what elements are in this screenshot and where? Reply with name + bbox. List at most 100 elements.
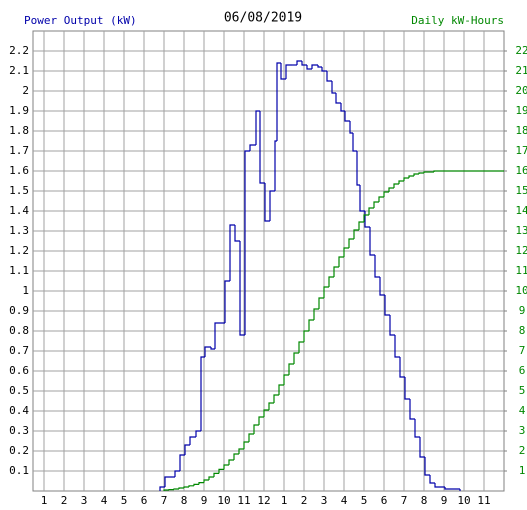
step-segment	[258, 416, 264, 425]
x-tick-label: 12	[257, 494, 270, 507]
step-segment	[344, 111, 350, 122]
step-segment	[358, 221, 364, 230]
y2-tick-label: 4	[519, 404, 526, 417]
y2-tick-label: 6	[519, 364, 526, 377]
step-segment	[280, 63, 286, 80]
y-tick-label: 2.2	[9, 44, 29, 57]
y-tick-label: 0.5	[9, 384, 29, 397]
step-segment	[313, 308, 319, 320]
y2-tick-label: 11	[515, 264, 527, 277]
step-segment	[173, 488, 179, 490]
y2-tick-label: 10	[515, 284, 527, 297]
step-segment	[200, 356, 205, 431]
step-segment	[328, 276, 334, 287]
y2-tick-label: 21	[515, 64, 527, 77]
y2-tick-label: 5	[519, 384, 526, 397]
x-tick-label: 3	[321, 494, 328, 507]
step-segment	[348, 238, 354, 248]
y2-tick-label: 16	[515, 164, 527, 177]
step-segment	[399, 357, 405, 378]
step-segment	[404, 377, 410, 400]
step-segment	[204, 346, 211, 357]
step-segment	[198, 482, 204, 485]
x-tick-label: 3	[81, 494, 88, 507]
step-segment	[276, 62, 281, 141]
y-tick-label: 2	[22, 84, 29, 97]
step-segment	[285, 64, 292, 79]
x-tick-label: 8	[421, 494, 428, 507]
x-tick-label: 9	[441, 494, 448, 507]
y-tick-label: 1.1	[9, 264, 29, 277]
step-segment	[379, 277, 385, 296]
y-tick-label: 0.7	[9, 344, 29, 357]
step-segment	[243, 441, 249, 449]
step-segment	[352, 133, 357, 152]
step-segment	[340, 103, 345, 112]
y2-tick-label: 9	[519, 304, 526, 317]
step-segment	[419, 437, 425, 458]
step-segment	[293, 352, 299, 364]
y2-tick-label: 3	[519, 424, 526, 437]
y2-tick-label: 17	[515, 144, 527, 157]
x-tick-label: 2	[301, 494, 308, 507]
step-segment	[418, 172, 424, 174]
step-segment	[363, 214, 369, 222]
step-segment	[369, 227, 375, 256]
x-tick-label: 6	[141, 494, 148, 507]
step-segment	[335, 93, 341, 104]
x-tick-label: 7	[401, 494, 408, 507]
step-segment	[373, 201, 379, 208]
step-segment	[178, 487, 184, 489]
step-segment	[288, 363, 294, 375]
y-tick-label: 1.4	[9, 204, 29, 217]
step-segment	[229, 224, 235, 281]
step-segment	[403, 177, 409, 181]
step-segment	[228, 459, 234, 465]
step-segment	[249, 144, 256, 151]
y-tick-label: 1	[22, 284, 29, 297]
x-tick-label: 11	[477, 494, 490, 507]
x-tick-label: 10	[217, 494, 230, 507]
step-segment	[208, 476, 214, 480]
x-tick-label: 9	[201, 494, 208, 507]
step-segment	[264, 183, 270, 222]
step-segment	[308, 319, 314, 331]
y-tick-label: 1.3	[9, 224, 29, 237]
step-segment	[263, 409, 269, 417]
step-segment	[423, 171, 434, 173]
step-segment	[253, 424, 259, 434]
x-tick-label: 1	[41, 494, 48, 507]
y2-tick-label: 13	[515, 224, 527, 237]
plot-area	[32, 30, 505, 492]
y-tick-label: 0.1	[9, 464, 29, 477]
step-segment	[269, 190, 275, 221]
step-segment	[301, 61, 307, 66]
y2-tick-label: 7	[519, 344, 526, 357]
step-segment	[283, 374, 289, 385]
step-segment	[248, 433, 254, 442]
step-segment	[429, 475, 435, 484]
step-segment	[188, 485, 194, 487]
y-tick-label: 1.9	[9, 104, 29, 117]
y2-tick-label: 2	[519, 444, 526, 457]
x-tick-label: 2	[61, 494, 68, 507]
x-tick-label: 10	[457, 494, 470, 507]
step-segment	[179, 454, 185, 471]
x-tick-label: 1	[281, 494, 288, 507]
step-segment	[343, 247, 349, 257]
step-segment	[368, 207, 374, 215]
step-segment	[338, 256, 344, 267]
step-segment	[333, 266, 339, 277]
step-segment	[326, 71, 332, 82]
y2-tick-label: 15	[515, 184, 527, 197]
left-axis-legend: Power Output (kW)	[24, 14, 137, 27]
y2-tick-label: 18	[515, 124, 527, 137]
y-tick-label: 1.2	[9, 244, 29, 257]
y-tick-label: 1.6	[9, 164, 29, 177]
step-segment	[424, 457, 430, 476]
step-segment	[408, 175, 414, 178]
y2-tick-label: 22	[515, 44, 527, 57]
step-segment	[259, 111, 265, 184]
step-segment	[224, 280, 230, 323]
